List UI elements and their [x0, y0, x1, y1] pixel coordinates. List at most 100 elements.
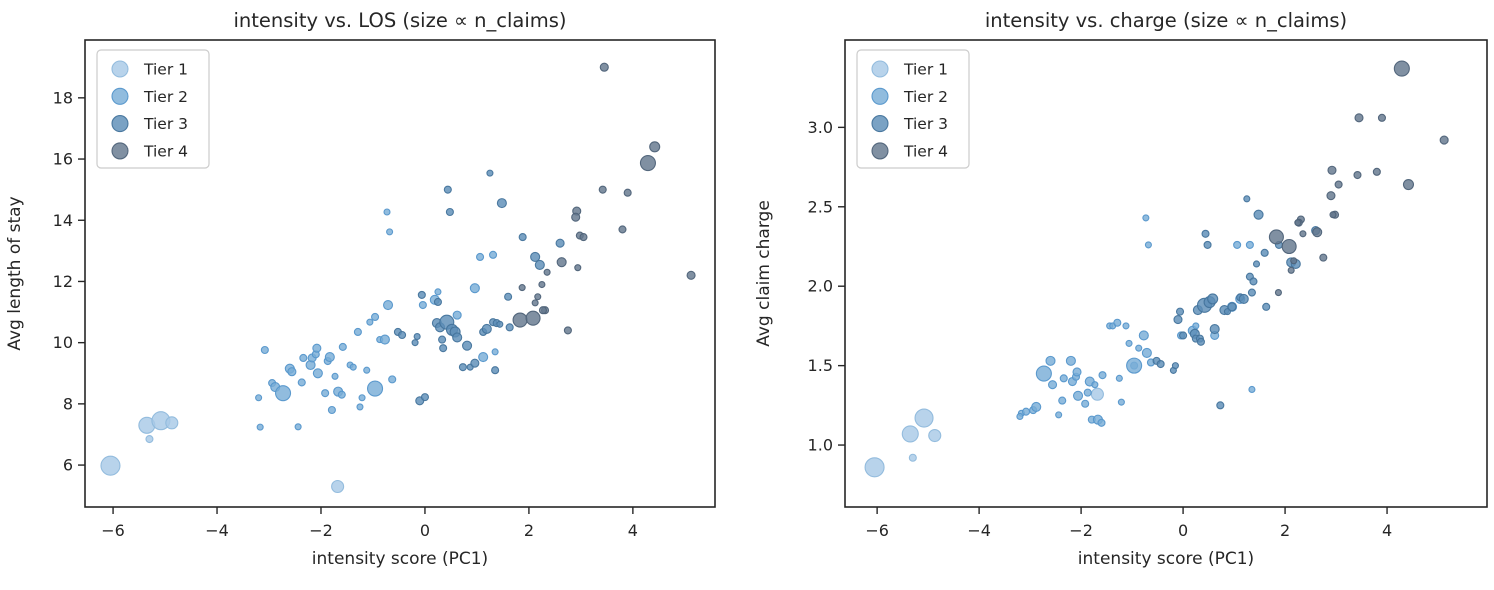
scatter-point-tier-2 — [1055, 411, 1063, 419]
scatter-plot-los: −6 −4 −2 0 2 4 6 8 10 12 14 16 18 intensity vs. LOS (… — [5, 9, 716, 569]
scatter-point-tier-2 — [370, 312, 380, 322]
legend-label: Tier 3 — [143, 115, 188, 133]
scatter-point-tier-4 — [623, 188, 632, 197]
scatter-point-tier-2 — [312, 343, 322, 353]
scatter-point-tier-2 — [312, 368, 323, 379]
scatter-point-tier-4 — [649, 141, 661, 153]
scatter-panel-los: −6 −4 −2 0 2 4 6 8 10 12 14 16 18 intensity vs. LOS (… — [0, 0, 747, 586]
legend-marker — [871, 87, 889, 105]
scatter-point-tier-3 — [452, 332, 463, 343]
scatter-point-tier-2 — [1113, 318, 1122, 327]
scatter-point-tier-4 — [1402, 178, 1415, 191]
scatter-point-tier-2 — [1083, 388, 1092, 397]
y-tick-label: 16 — [53, 150, 73, 169]
scatter-point-tier-4 — [538, 306, 547, 315]
scatter-point-tier-2 — [274, 385, 292, 402]
scatter-point-tier-2 — [287, 367, 297, 377]
scatter-point-tier-3 — [496, 198, 507, 209]
legend-box — [856, 49, 970, 169]
scatter-point-tier-4 — [563, 326, 572, 335]
scatter-point-tier-4 — [574, 264, 582, 272]
y-tick-label: 8 — [63, 394, 73, 413]
scatter-point-tier-4 — [534, 293, 542, 301]
scatter-point-tier-2 — [1081, 399, 1090, 408]
scatter-point-tier-3 — [1203, 240, 1212, 249]
scatter-point-tier-4 — [1372, 167, 1381, 176]
scatter-point-tier-3 — [417, 290, 426, 299]
scatter-point-tier-2 — [321, 389, 330, 398]
scatter-point-tier-3 — [411, 339, 419, 347]
scatter-point-tier-2 — [260, 345, 269, 355]
legend-box — [96, 49, 210, 169]
scatter-point-tier-3 — [1243, 195, 1251, 203]
scatter-point-tier-2 — [356, 403, 364, 411]
x-tick-label: −4 — [967, 521, 991, 540]
scatter-point-tier-3 — [1262, 302, 1271, 311]
scatter-point-tier-3 — [1252, 260, 1261, 268]
x-tick-label: −6 — [865, 521, 889, 540]
scatter-point-tier-3 — [496, 320, 504, 328]
scatter-point-tier-4 — [1334, 180, 1343, 189]
legend-label: Tier 2 — [903, 88, 948, 106]
scatter-point-tier-2 — [256, 423, 264, 431]
scatter-point-tier-4 — [1329, 211, 1337, 219]
scatter-point-tier-1 — [165, 416, 179, 430]
legend-marker — [111, 115, 129, 133]
y-tick-label: 1.5 — [808, 356, 833, 375]
scatter-point-tier-2 — [255, 394, 263, 402]
scatter-point-tier-2 — [297, 378, 306, 387]
scatter-point-tier-4 — [525, 310, 541, 326]
y-tick-label: 3.0 — [808, 118, 833, 137]
y-axis-label: Avg claim charge — [754, 200, 774, 347]
scatter-point-tier-2 — [1135, 344, 1143, 352]
scatter-point-tier-2 — [353, 327, 362, 337]
scatter-point-tier-2 — [366, 380, 384, 397]
scatter-point-tier-2 — [1142, 214, 1150, 222]
scatter-point-tier-3 — [481, 323, 492, 334]
scatter-point-tier-2 — [338, 342, 347, 351]
scatter-point-tier-1 — [908, 453, 917, 462]
scatter-point-tier-2 — [1016, 412, 1024, 421]
y-tick-label: 14 — [53, 211, 73, 230]
scatter-point-tier-2 — [379, 334, 390, 345]
scatter-point-tier-2 — [1141, 347, 1152, 358]
x-tick-label: −6 — [101, 521, 125, 540]
scatter-point-tier-2 — [358, 394, 366, 402]
scatter-point-tier-2 — [1059, 374, 1068, 383]
x-tick-label: −2 — [1069, 521, 1093, 540]
scatter-point-tier-3 — [1209, 324, 1220, 335]
scatter-point-tier-3 — [1260, 248, 1269, 257]
scatter-point-tier-4 — [686, 270, 696, 280]
scatter-point-tier-3 — [1196, 337, 1205, 346]
scatter-point-tier-3 — [433, 297, 442, 307]
scatter-point-tier-4 — [1326, 191, 1336, 201]
legend-label: Tier 3 — [903, 115, 948, 133]
x-tick-label: 0 — [1178, 521, 1188, 540]
scatter-point-tier-4 — [1353, 170, 1362, 180]
scatter-point-tier-3 — [530, 251, 541, 263]
scatter-point-tier-2 — [1098, 371, 1107, 380]
chart-title: intensity vs. charge (size ∝ n_claims) — [985, 9, 1347, 32]
scatter-point-tier-2 — [1245, 240, 1254, 249]
scatter-point-tier-2 — [1144, 241, 1152, 249]
scatter-point-tier-2 — [1058, 396, 1067, 405]
scatter-point-tier-3 — [1238, 293, 1249, 304]
scatter-point-tier-2 — [418, 300, 427, 310]
scatter-point-tier-1 — [864, 457, 885, 478]
scatter-point-tier-4 — [531, 299, 539, 307]
scatter-point-tier-1 — [100, 455, 121, 476]
x-tick-label: 4 — [1382, 521, 1392, 540]
scatter-point-tier-2 — [1122, 322, 1130, 330]
legend-marker — [111, 60, 129, 78]
scatter-point-tier-3 — [518, 233, 527, 242]
scatter-point-tier-1 — [1090, 387, 1104, 401]
scatter-point-tier-4 — [518, 284, 526, 292]
scatter-point-tier-3 — [445, 207, 454, 217]
y-axis-label: Avg length of stay — [5, 196, 25, 350]
scatter-point-tier-3 — [462, 340, 473, 351]
scatter-point-tier-2 — [1047, 380, 1058, 390]
scatter-point-tier-4 — [1327, 165, 1337, 175]
scatter-point-tier-3 — [555, 238, 565, 248]
scatter-point-tier-4 — [1287, 266, 1295, 274]
scatter-point-tier-3 — [1156, 359, 1165, 369]
